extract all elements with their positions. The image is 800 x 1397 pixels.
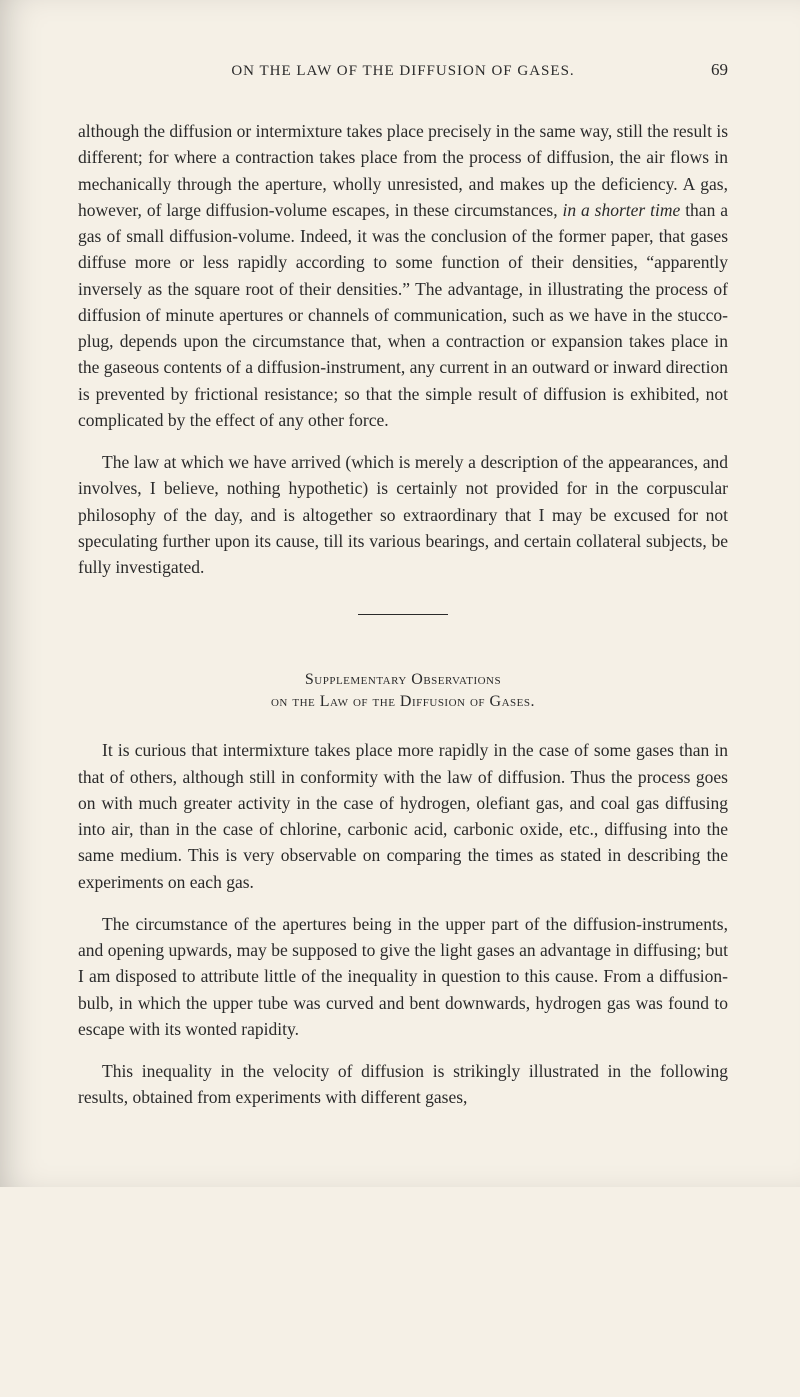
paragraph-1: although the diffusion or intermixture t…: [78, 118, 728, 433]
section-heading: Supplementary Observations: [78, 671, 728, 689]
section-divider: [358, 614, 448, 615]
paragraph-5: This inequality in the velocity of diffu…: [78, 1058, 728, 1111]
running-header: ON THE LAW OF THE DIFFUSION OF GASES.: [118, 63, 688, 80]
page-header: ON THE LAW OF THE DIFFUSION OF GASES. 69: [78, 60, 728, 80]
page-number: 69: [688, 60, 728, 80]
section-subheading: on the Law of the Diffusion of Gases.: [78, 693, 728, 711]
paragraph-1-italic: in a shorter time: [563, 200, 681, 220]
paragraph-3: It is curious that intermixture takes pl…: [78, 737, 728, 895]
paragraph-2: The law at which we have arrived (which …: [78, 449, 728, 580]
paragraph-1-text-b: than a gas of small diffusion-volume. In…: [78, 200, 728, 430]
paragraph-4: The circumstance of the apertures being …: [78, 911, 728, 1042]
page-container: ON THE LAW OF THE DIFFUSION OF GASES. 69…: [0, 0, 800, 1187]
